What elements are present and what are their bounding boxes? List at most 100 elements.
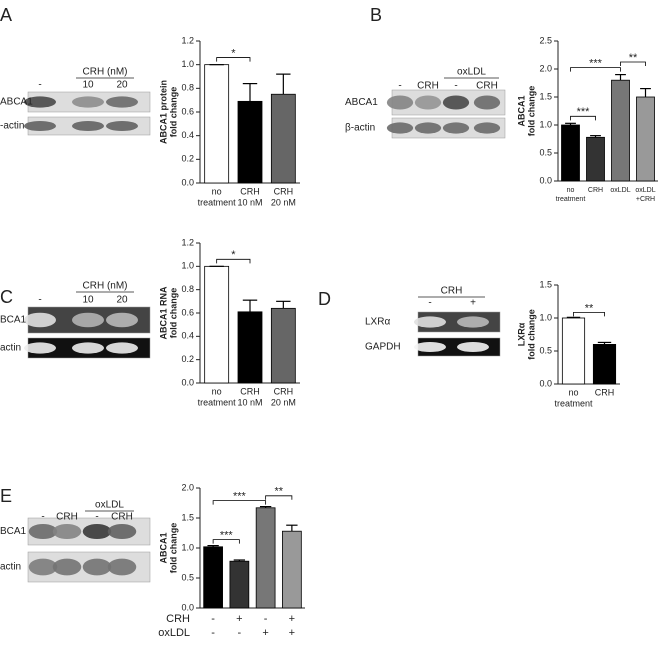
- x-tick-label: no: [212, 386, 222, 396]
- blot-band: [72, 120, 104, 132]
- y-tick-label: 1.0: [181, 59, 194, 69]
- bar: [636, 96, 655, 182]
- bar: [592, 343, 617, 385]
- blot-row-label: β-actin: [345, 123, 375, 134]
- significance-label: **: [629, 52, 638, 64]
- significance-label: ***: [220, 530, 234, 542]
- y-tick-label: 0.6: [181, 307, 194, 317]
- bar: [270, 307, 296, 384]
- lane-label: CRH: [111, 512, 133, 523]
- lane-label: CRH: [476, 81, 498, 92]
- bar: [586, 136, 605, 182]
- group-label: CRH: [441, 286, 463, 297]
- blot-band: [414, 316, 446, 328]
- y-tick-label: 0.5: [539, 147, 552, 157]
- x-tick-label: CRH: [588, 187, 603, 194]
- y-axis-label: ABCA1: [516, 95, 526, 126]
- condition-value: -: [211, 627, 215, 639]
- y-axis-label: ABCA1: [158, 532, 168, 563]
- x-tick-label: treatment: [198, 197, 237, 207]
- bar: [270, 93, 296, 184]
- y-tick-label: 1.0: [181, 542, 194, 552]
- lane-label: -: [95, 512, 98, 523]
- blot-band: [28, 523, 58, 540]
- blot-band: [52, 558, 82, 576]
- lane-label: -: [398, 81, 401, 92]
- y-tick-label: 0.4: [181, 130, 194, 140]
- blot-band: [72, 342, 104, 354]
- y-axis-label: ABCA1 protein: [158, 80, 168, 144]
- y-tick-label: 1.0: [539, 312, 552, 322]
- group-label: oxLDL: [457, 67, 486, 78]
- blot-row-label: BCA1: [0, 526, 27, 537]
- y-tick-label: 0.2: [181, 154, 194, 164]
- x-tick-label: treatment: [554, 398, 593, 408]
- y-tick-label: 0.6: [181, 106, 194, 116]
- lane-label: 10: [82, 295, 94, 306]
- blot-band: [107, 523, 137, 540]
- condition-value: +: [262, 627, 268, 639]
- panel-letter: D: [318, 289, 331, 309]
- condition-value: -: [238, 627, 242, 639]
- x-tick-label: no: [568, 387, 578, 397]
- blot-row-label: actin: [0, 343, 21, 354]
- blot-band: [72, 96, 104, 108]
- lane-label: -: [38, 295, 41, 306]
- lane-label: 20: [116, 80, 128, 91]
- bar: [611, 79, 630, 182]
- lane-label: CRH: [56, 512, 78, 523]
- lane-label: -: [38, 80, 41, 91]
- blot-band: [24, 120, 56, 132]
- blot-band: [473, 95, 501, 110]
- y-tick-label: 1.0: [181, 261, 194, 271]
- y-tick-label: 0.5: [181, 572, 194, 582]
- significance-label: **: [585, 302, 594, 314]
- blot-row-label: ABCA1: [0, 97, 33, 108]
- condition-value: -: [264, 613, 268, 625]
- x-tick-label: treatment: [198, 397, 237, 407]
- y-tick-label: 0.8: [181, 83, 194, 93]
- x-tick-label: 10 nM: [237, 197, 262, 207]
- bar: [204, 64, 230, 184]
- y-axis-label: fold change: [526, 86, 536, 137]
- blot-band: [24, 96, 56, 108]
- blot-band: [457, 316, 489, 328]
- y-tick-label: 0.8: [181, 284, 194, 294]
- x-tick-label: CRH: [274, 186, 294, 196]
- y-tick-label: 0.0: [539, 175, 552, 185]
- x-tick-label: CRH: [274, 386, 294, 396]
- blot-row-label: actin: [0, 562, 21, 573]
- y-tick-label: 0.2: [181, 354, 194, 364]
- condition-value: +: [289, 627, 295, 639]
- blot-band: [107, 558, 137, 576]
- y-tick-label: 0.0: [539, 378, 552, 388]
- blot-band: [106, 342, 138, 354]
- significance-label: ***: [589, 58, 603, 70]
- blot-row-label: GAPDH: [365, 342, 401, 353]
- panel-letter: C: [0, 287, 13, 307]
- group-label: CRH (nM): [83, 67, 128, 78]
- significance-label: ***: [577, 106, 591, 118]
- lane-label: CRH: [417, 81, 439, 92]
- significance-bracket: [216, 57, 251, 62]
- y-tick-label: 0.4: [181, 331, 194, 341]
- x-tick-label: 20 nM: [271, 397, 296, 407]
- bar: [255, 507, 276, 609]
- panel-letter: E: [0, 486, 12, 506]
- blot-band: [72, 312, 104, 328]
- y-tick-label: 2.0: [539, 63, 552, 73]
- panel-letter: B: [370, 5, 382, 25]
- condition-name: CRH: [166, 613, 190, 625]
- blot-band: [386, 95, 414, 110]
- lane-label: -: [41, 512, 44, 523]
- y-axis-label: fold change: [526, 309, 536, 360]
- y-axis-label: ABCA1 RNA: [158, 286, 168, 340]
- lane-label: 10: [82, 80, 94, 91]
- lane-label: +: [470, 298, 476, 309]
- significance-bracket: [620, 61, 646, 66]
- y-axis-label: fold change: [168, 87, 178, 138]
- y-tick-label: 1.5: [539, 279, 552, 289]
- blot-band: [414, 341, 446, 353]
- x-tick-label: CRH: [240, 186, 260, 196]
- lane-label: 20: [116, 295, 128, 306]
